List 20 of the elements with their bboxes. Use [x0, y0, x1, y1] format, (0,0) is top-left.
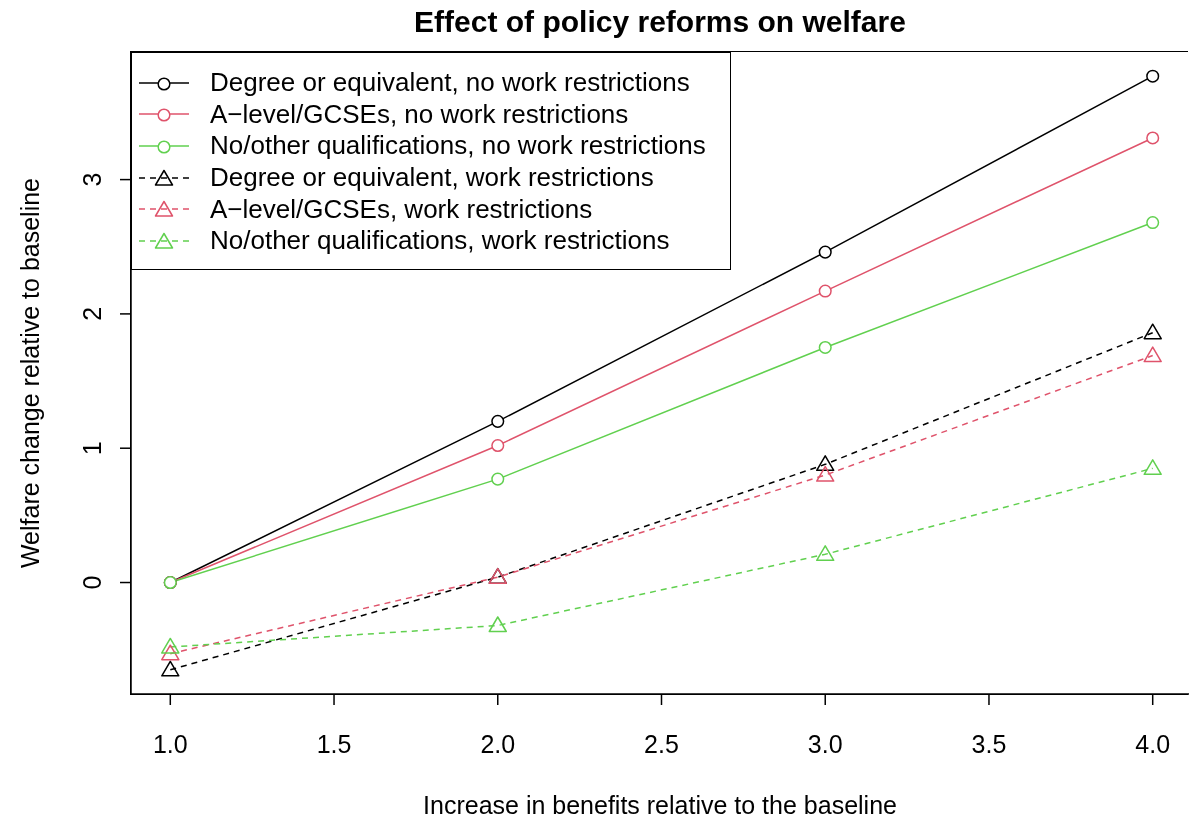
x-axis-title: Increase in benefits relative to the baseline [422, 790, 898, 820]
x-tick-label: 4.0 [1135, 729, 1171, 758]
x-tick-label: 2.5 [644, 729, 679, 758]
legend-label: A−level/GCSEs, no work restrictions [210, 98, 629, 130]
x-tick-label: 3.0 [807, 729, 843, 758]
legend-label: Degree or equivalent, no work restrictions [210, 67, 690, 99]
chart-title: Effect of policy reforms on welfare [413, 4, 907, 40]
y-tick-label: 3 [78, 172, 106, 187]
x-tick-label: 1.0 [152, 729, 188, 758]
y-tick-label: 0 [78, 575, 106, 590]
x-tick-label: 2.0 [480, 729, 516, 758]
y-tick-label: 1 [78, 441, 106, 456]
legend-label: No/other qualifications, no work restrictions [210, 130, 706, 162]
legend-label: No/other qualifications, work restrictions [210, 225, 670, 257]
y-axis-title: Welfare change relative to baseline [15, 176, 45, 571]
y-tick-label: 2 [78, 306, 106, 321]
legend-label: Degree or equivalent, work restrictions [210, 162, 654, 194]
x-tick-label: 3.5 [971, 729, 1007, 758]
legend-label: A−level/GCSEs, work restrictions [210, 193, 593, 225]
x-tick-label: 1.5 [316, 729, 352, 758]
